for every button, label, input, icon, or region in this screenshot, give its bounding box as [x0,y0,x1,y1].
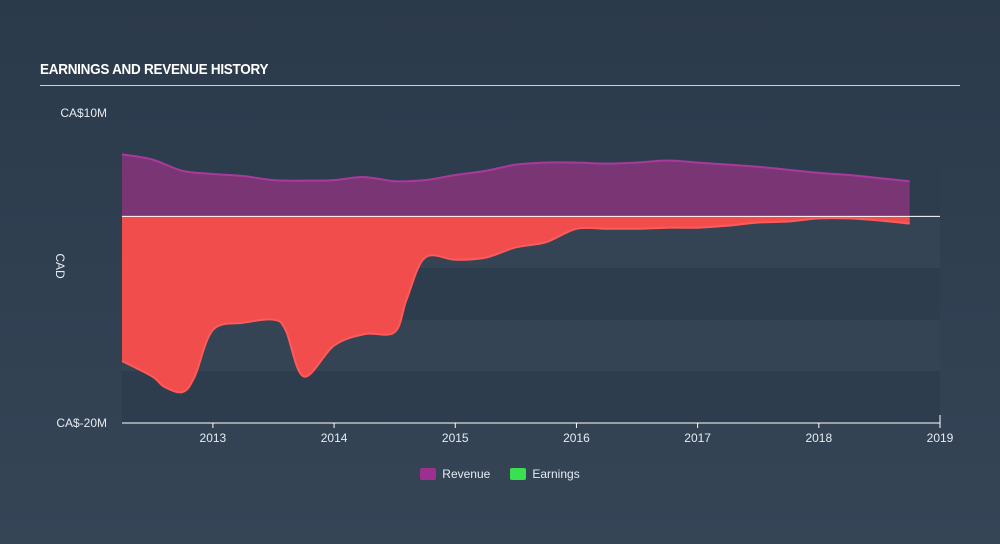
legend-label-earnings: Earnings [532,467,580,481]
x-tick-label: 2017 [684,431,711,445]
y-tick-label-bottom: CA$-20M [56,416,107,430]
x-tick-label: 2015 [442,431,469,445]
plot-band [122,319,940,372]
legend-label-revenue: Revenue [442,467,491,481]
earnings-area [122,216,910,393]
revenue-swatch-icon [420,468,437,480]
plot-band [122,371,940,423]
y-tick-label-top: CA$10M [60,106,107,120]
revenue-area [122,154,910,217]
revenue-line [121,153,910,183]
legend-item-earnings[interactable]: Earnings [510,467,580,481]
legend-item-revenue[interactable]: Revenue [420,467,490,481]
earnings-line [121,217,910,394]
y-axis-label: CAD [53,253,67,279]
x-tick-label: 2014 [321,431,348,445]
title-divider [40,85,960,86]
chart-title: EARNINGS AND REVENUE HISTORY [40,61,269,78]
x-tick-label: 2018 [805,431,832,445]
x-tick-label: 2019 [927,431,954,445]
x-tick-label: 2016 [563,431,590,445]
chart-legend: Revenue Earnings [0,467,1000,481]
earnings-swatch-icon [510,468,527,480]
x-tick-label: 2013 [200,431,227,445]
